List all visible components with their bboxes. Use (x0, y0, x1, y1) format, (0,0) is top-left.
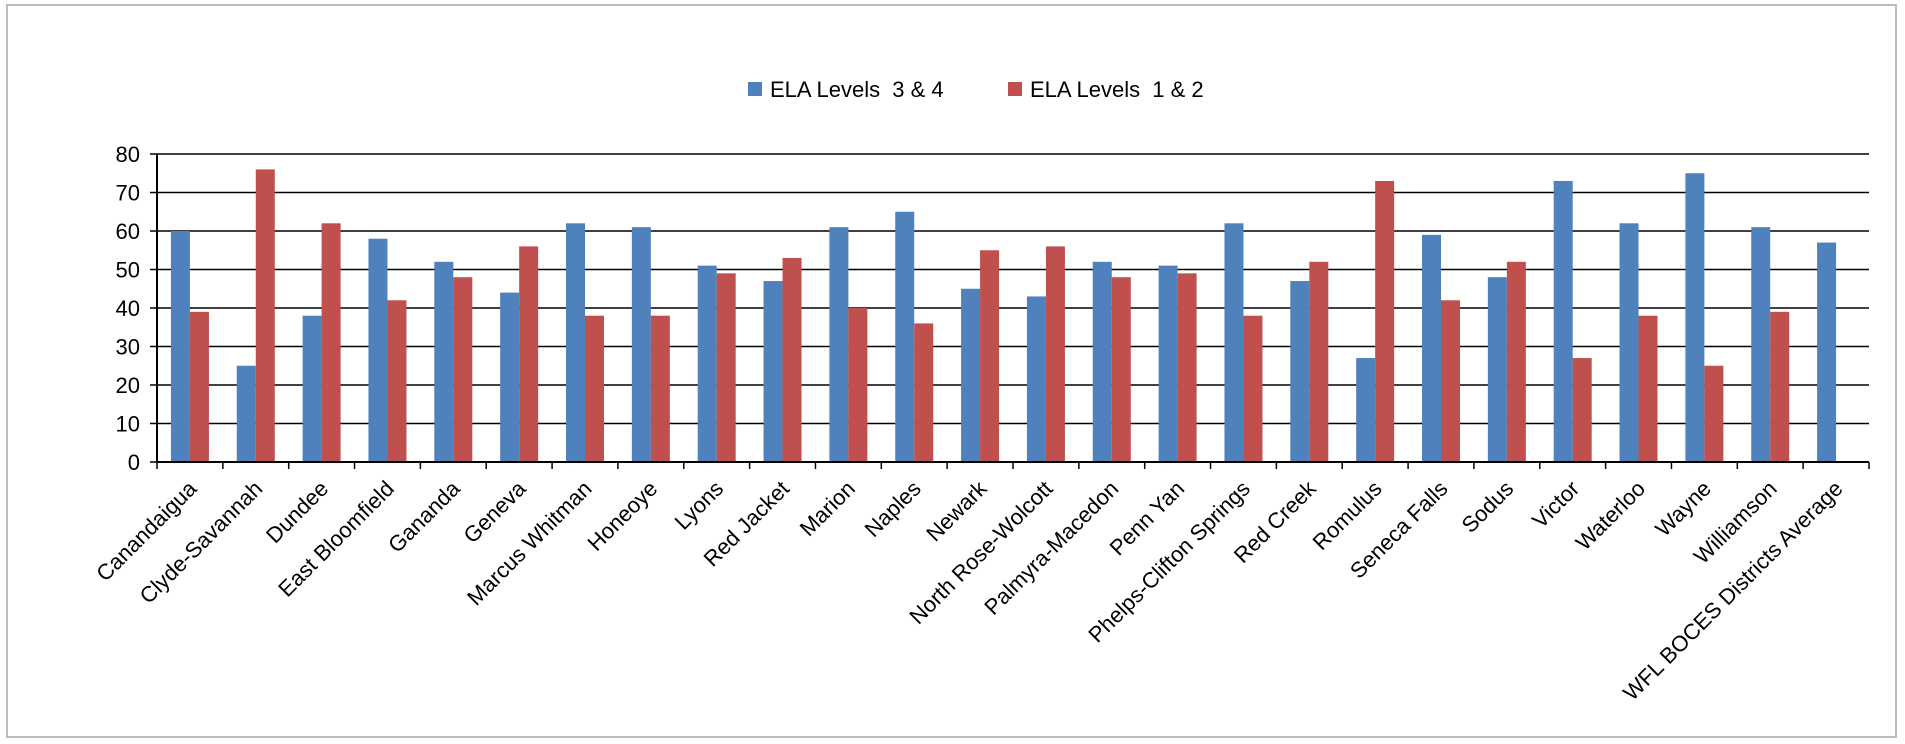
x-tick-label: Gananda (383, 475, 465, 557)
legend-swatch (748, 82, 762, 96)
bar-levels-1-2 (453, 277, 473, 462)
x-tick-label: Clyde-Savannah (135, 476, 268, 609)
x-tick-label: Marcus Whitman (462, 476, 596, 610)
bar-levels-1-2 (1111, 277, 1131, 462)
bar-levels-1-2 (1638, 315, 1658, 462)
bars (170, 169, 1837, 462)
bar-levels-3-4 (1751, 227, 1771, 462)
bar-levels-1-2 (1441, 300, 1460, 462)
bar-levels-3-4 (763, 281, 783, 462)
bar-levels-1-2 (1177, 273, 1197, 462)
bar-levels-1-2 (519, 246, 539, 462)
bar-levels-1-2 (1770, 311, 1790, 462)
bar-levels-3-4 (1422, 234, 1441, 462)
gridlines (157, 153, 1869, 425)
bar-levels-3-4 (1685, 173, 1705, 462)
bar-levels-1-2 (1572, 358, 1592, 462)
bar-levels-3-4 (1026, 296, 1046, 462)
bar-levels-3-4 (1487, 277, 1507, 462)
bar-levels-3-4 (961, 288, 981, 462)
bar-levels-1-2 (650, 315, 670, 462)
bar-levels-3-4 (1619, 223, 1639, 462)
legend-swatch (1008, 82, 1022, 96)
legend-label: ELA Levels 3 & 4 (770, 77, 944, 102)
bar-levels-3-4 (170, 231, 190, 462)
axes (150, 153, 1870, 469)
bar-levels-3-4 (697, 265, 717, 462)
bar-levels-1-2 (189, 311, 209, 462)
bar-levels-3-4 (1092, 261, 1112, 462)
bar-levels-1-2 (782, 257, 802, 462)
bar-levels-1-2 (1704, 365, 1724, 462)
bar-levels-3-4 (1224, 223, 1244, 462)
y-tick-label: 20 (116, 373, 140, 398)
x-tick-label: Naples (860, 476, 926, 542)
bar-levels-1-2 (980, 250, 1000, 462)
y-tick-label: 50 (116, 258, 140, 283)
y-tick-label: 30 (116, 335, 140, 360)
bar-levels-3-4 (631, 227, 651, 462)
y-tick-label: 10 (116, 412, 140, 437)
y-tick-label: 70 (116, 181, 140, 206)
bar-levels-1-2 (914, 323, 934, 462)
x-tick-label: Sodus (1457, 476, 1519, 538)
x-tick-label: East Bloomfield (273, 476, 399, 602)
bar-levels-1-2 (321, 223, 341, 462)
bar-levels-1-2 (716, 273, 736, 462)
bar-levels-1-2 (585, 315, 604, 462)
bar-levels-1-2 (1243, 315, 1263, 462)
bar-levels-3-4 (434, 261, 454, 462)
bar-levels-1-2 (387, 300, 407, 462)
bar-levels-1-2 (1506, 261, 1526, 462)
bar-levels-1-2 (1045, 246, 1065, 462)
y-tick-label: 60 (116, 219, 140, 244)
bar-levels-1-2 (848, 308, 868, 462)
bar-levels-3-4 (368, 238, 388, 462)
bar-levels-3-4 (1290, 281, 1310, 462)
bar-levels-3-4 (895, 211, 915, 462)
y-tick-label: 80 (116, 142, 140, 167)
bar-levels-1-2 (1309, 261, 1329, 462)
bar-levels-1-2 (255, 169, 275, 462)
bar-levels-1-2 (1375, 180, 1395, 462)
x-tick-label: Victor (1527, 476, 1584, 533)
y-tick-label: 40 (116, 296, 140, 321)
x-tick-label: Lyons (670, 476, 729, 535)
bar-levels-3-4 (500, 292, 520, 462)
bar-levels-3-4 (236, 365, 256, 462)
y-tick-labels: 0 10 20 30 40 50 60 70 80 (116, 142, 140, 475)
legend: ELA Levels 3 & 4 ELA Levels 1 & 2 (748, 77, 1204, 102)
bar-levels-3-4 (1158, 265, 1178, 462)
bar-levels-3-4 (566, 223, 585, 462)
x-tick-label: Wayne (1650, 476, 1716, 542)
x-tick-label: Marion (795, 476, 860, 541)
bar-levels-3-4 (302, 315, 322, 462)
x-tick-label: Honeoye (582, 476, 662, 556)
bar-levels-3-4 (1817, 242, 1837, 462)
x-tick-label: Waterloo (1571, 476, 1650, 555)
bar-levels-3-4 (829, 227, 849, 462)
bar-levels-3-4 (1553, 180, 1573, 462)
legend-label: ELA Levels 1 & 2 (1030, 77, 1204, 102)
bar-levels-3-4 (1356, 358, 1376, 462)
y-tick-label: 0 (128, 450, 140, 475)
